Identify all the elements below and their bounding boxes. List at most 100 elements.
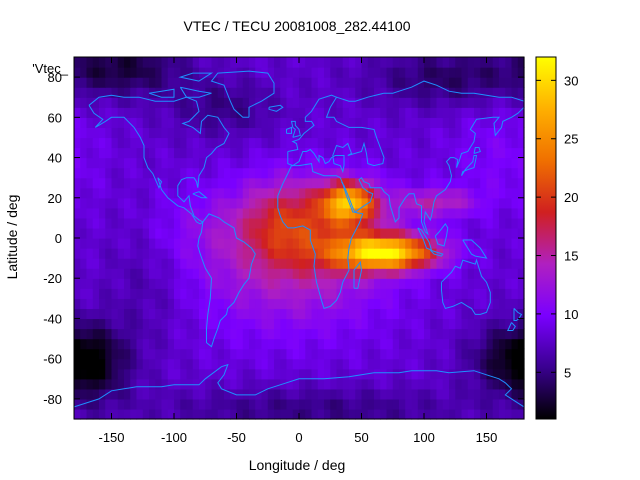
heatmap-cell	[392, 328, 400, 340]
heatmap-cell	[74, 398, 81, 410]
heatmap-cell	[230, 87, 238, 98]
heatmap-cell	[286, 308, 294, 320]
heatmap-cell	[199, 207, 206, 219]
heatmap-cell	[417, 167, 425, 179]
heatmap-cell	[461, 278, 469, 289]
heatmap-cell	[236, 167, 244, 179]
heatmap-cell	[280, 97, 288, 108]
heatmap-cell	[130, 368, 138, 380]
heatmap-cell	[74, 227, 81, 239]
heatmap-cell	[517, 107, 525, 118]
heatmap-cell	[474, 177, 481, 189]
heatmap-cell	[305, 207, 313, 219]
heatmap-cell	[405, 358, 413, 370]
heatmap-cell	[186, 348, 194, 360]
heatmap-cell	[142, 328, 150, 340]
heatmap-cell	[211, 157, 219, 169]
heatmap-cell	[217, 248, 225, 259]
heatmap-cell	[305, 288, 313, 299]
heatmap-cell	[299, 298, 306, 309]
heatmap-cell	[480, 57, 488, 68]
heatmap-cell	[242, 67, 250, 78]
y-axis-label: Latitude / deg	[4, 195, 20, 280]
heatmap-cell	[336, 177, 344, 189]
heatmap-cell	[317, 187, 325, 199]
heatmap-cell	[349, 157, 356, 169]
coastline	[286, 126, 292, 134]
heatmap-cell	[449, 57, 456, 68]
heatmap-cell	[505, 217, 513, 229]
heatmap-cell	[192, 398, 200, 410]
heatmap-cell	[217, 207, 225, 219]
heatmap-cell	[124, 308, 131, 320]
coastline	[192, 191, 208, 199]
heatmap-cell	[486, 177, 494, 189]
heatmap-cell	[386, 268, 394, 279]
heatmap-cell	[449, 388, 456, 400]
heatmap-cell	[399, 288, 406, 299]
heatmap-cell	[205, 147, 213, 159]
heatmap-cell	[517, 167, 525, 179]
heatmap-cell	[255, 278, 263, 289]
heatmap-cell	[211, 328, 219, 340]
heatmap-cell	[305, 398, 313, 410]
heatmap-cell	[192, 177, 200, 189]
heatmap-cell	[86, 227, 94, 239]
heatmap-cell	[242, 117, 250, 128]
heatmap-cell	[424, 157, 431, 169]
heatmap-cell	[399, 258, 406, 269]
heatmap-cell	[411, 167, 419, 179]
heatmap-cell	[224, 177, 231, 189]
heatmap-cell	[449, 147, 456, 159]
heatmap-cell	[92, 67, 100, 78]
heatmap-cell	[186, 398, 194, 410]
heatmap-cell	[286, 388, 294, 400]
heatmap-cell	[261, 318, 269, 330]
heatmap-cell	[192, 358, 200, 370]
heatmap-cell	[286, 167, 294, 179]
heatmap-cell	[474, 378, 481, 390]
heatmap-cell	[149, 348, 156, 360]
heatmap-cell	[499, 288, 506, 299]
heatmap-cell	[74, 217, 81, 229]
heatmap-cell	[167, 77, 175, 88]
heatmap-cell	[236, 57, 244, 68]
heatmap-cell	[92, 227, 100, 239]
heatmap-cell	[167, 308, 175, 320]
heatmap-cell	[99, 177, 106, 189]
heatmap-cell	[136, 248, 144, 259]
heatmap-cell	[111, 107, 119, 118]
heatmap-cell	[161, 107, 169, 118]
heatmap-cell	[499, 97, 506, 108]
heatmap-cell	[186, 137, 194, 149]
heatmap-cell	[455, 378, 463, 390]
heatmap-cell	[517, 57, 525, 68]
heatmap-cell	[305, 107, 313, 118]
heatmap-cell	[442, 87, 450, 98]
heatmap-cell	[499, 318, 506, 330]
heatmap-cell	[74, 288, 81, 299]
heatmap-cell	[436, 238, 444, 249]
heatmap-cell	[230, 378, 238, 390]
heatmap-cell	[199, 368, 206, 380]
heatmap-cell	[261, 298, 269, 309]
heatmap-cell	[399, 328, 406, 340]
heatmap-cell	[149, 318, 156, 330]
heatmap-cell	[499, 217, 506, 229]
heatmap-cell	[305, 117, 313, 128]
heatmap-cell	[436, 107, 444, 118]
heatmap-cell	[374, 217, 381, 229]
heatmap-cell	[455, 308, 463, 320]
heatmap-cell	[105, 207, 113, 219]
heatmap-cell	[261, 398, 269, 410]
heatmap-cell	[467, 348, 475, 360]
heatmap-cell	[217, 87, 225, 98]
heatmap-cell	[474, 318, 481, 330]
heatmap-cell	[130, 77, 138, 88]
heatmap-cell	[80, 117, 88, 128]
heatmap-cell	[492, 187, 500, 199]
heatmap-cell	[111, 348, 119, 360]
heatmap-cell	[299, 127, 306, 139]
heatmap-cell	[211, 177, 219, 189]
heatmap-cell	[180, 227, 188, 239]
